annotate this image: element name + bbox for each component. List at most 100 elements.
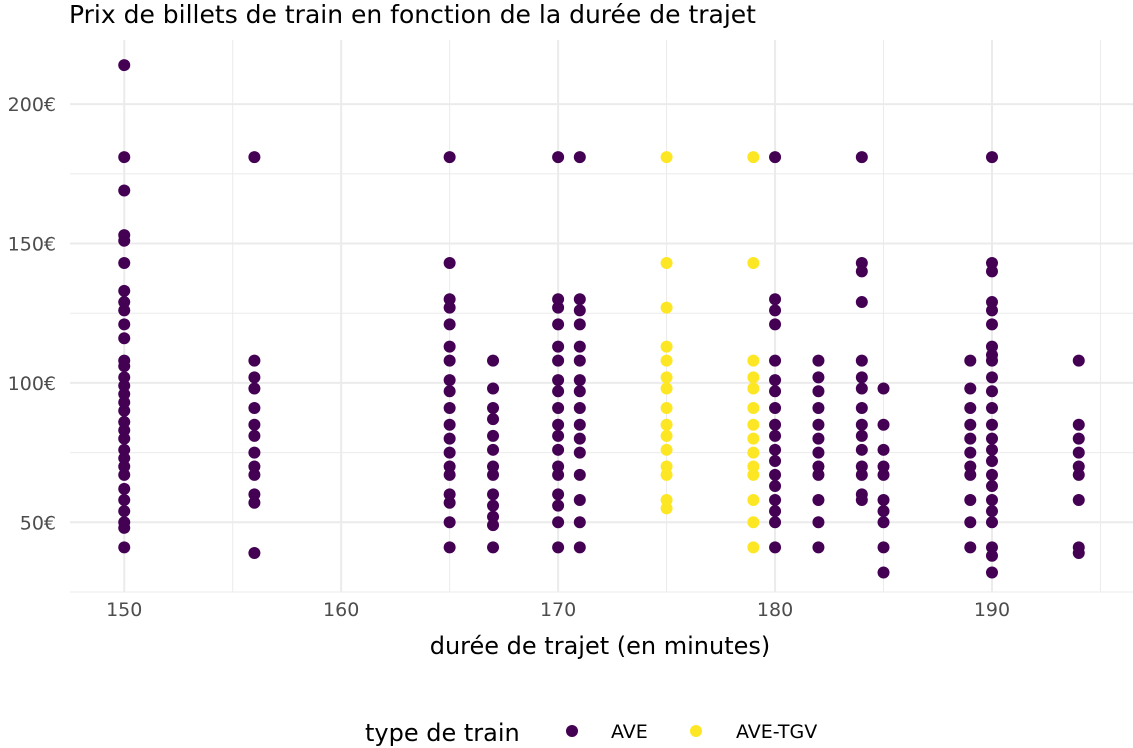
data-point-ave: [573, 494, 586, 506]
data-point-ave: [1072, 418, 1085, 431]
data-point-ave: [552, 460, 565, 473]
data-point-ave: [877, 566, 890, 579]
data-point-ave: [855, 151, 868, 164]
x-tick-label: 180: [757, 599, 793, 621]
data-point-ave: [769, 454, 782, 467]
data-point-ave: [552, 468, 565, 481]
x-tick-label: 160: [323, 599, 359, 621]
x-axis-label: durée de trajet (en minutes): [430, 632, 771, 660]
data-point-ave: [118, 432, 131, 445]
data-point-ave: [248, 496, 261, 509]
data-point-ave: [487, 468, 500, 481]
data-point-ave: [985, 257, 998, 270]
data-point-ave-tgv: [660, 494, 673, 506]
data-point-ave: [573, 432, 586, 445]
data-point-ave: [118, 388, 131, 401]
data-point-ave: [769, 385, 782, 398]
data-point-ave: [487, 382, 500, 395]
data-point-ave: [769, 418, 782, 431]
data-point-ave: [443, 151, 456, 164]
data-point-ave: [855, 418, 868, 431]
data-point-ave: [552, 516, 565, 529]
data-point-ave: [964, 432, 977, 445]
data-point-ave: [855, 460, 868, 473]
data-point-ave: [487, 510, 500, 523]
data-point-ave: [248, 460, 261, 473]
data-point-ave: [964, 516, 977, 529]
data-point-ave: [118, 424, 131, 437]
data-point-ave: [855, 296, 868, 309]
data-point-ave: [573, 354, 586, 367]
data-point-ave-tgv: [660, 402, 673, 414]
data-point-ave: [812, 432, 825, 445]
data-point-ave: [573, 293, 586, 306]
data-point-ave: [812, 541, 825, 554]
data-point-ave: [443, 460, 456, 473]
data-point-ave: [118, 468, 131, 481]
data-point-ave: [552, 402, 565, 414]
data-point-ave: [812, 385, 825, 398]
data-point-ave: [877, 541, 890, 554]
data-point-ave: [573, 304, 586, 317]
data-point-ave: [443, 432, 456, 445]
data-point-ave: [855, 371, 868, 384]
data-point-ave: [855, 429, 868, 442]
data-point-ave-tgv: [747, 460, 760, 473]
data-point-ave: [769, 374, 782, 387]
data-point-ave: [487, 460, 500, 473]
data-point-ave: [985, 402, 998, 414]
data-point-ave: [552, 293, 565, 306]
chart-title: Prix de billets de train en fonction de …: [69, 0, 756, 29]
data-point-ave: [487, 499, 500, 512]
data-point-ave: [985, 454, 998, 467]
data-point-ave: [985, 318, 998, 331]
data-point-ave: [443, 468, 456, 481]
data-point-ave-tgv: [660, 502, 673, 515]
data-point-ave: [812, 446, 825, 459]
data-point-ave: [443, 402, 456, 414]
data-point-ave-tgv: [660, 151, 673, 164]
data-point-ave: [552, 385, 565, 398]
data-point-ave: [769, 354, 782, 367]
data-point-ave: [118, 371, 131, 384]
x-tick-label: 190: [974, 599, 1010, 621]
data-point-ave: [769, 494, 782, 506]
data-point-ave: [443, 293, 456, 306]
data-point-ave: [248, 429, 261, 442]
data-point-ave: [118, 404, 131, 417]
data-point-ave-tgv: [660, 468, 673, 481]
data-point-ave: [118, 379, 131, 392]
y-tick-label: 200€: [8, 94, 56, 116]
data-point-ave: [443, 318, 456, 331]
data-point-ave: [248, 546, 261, 559]
data-point-ave: [877, 505, 890, 518]
data-point-ave: [985, 432, 998, 445]
data-point-ave: [248, 402, 261, 414]
data-point-ave: [443, 385, 456, 398]
data-point-ave-tgv: [660, 301, 673, 314]
data-point-ave: [248, 382, 261, 395]
data-point-ave: [812, 494, 825, 506]
x-tick-label: 150: [106, 599, 142, 621]
data-point-ave: [769, 516, 782, 529]
data-point-ave-tgv: [747, 494, 760, 506]
data-point-ave: [769, 505, 782, 518]
data-point-ave: [118, 443, 131, 456]
data-point-ave: [1072, 494, 1085, 506]
data-point-ave: [248, 371, 261, 384]
data-point-ave-tgv: [747, 382, 760, 395]
data-point-ave-tgv: [747, 402, 760, 414]
legend-title: type de train: [365, 719, 520, 747]
data-point-ave-tgv: [660, 382, 673, 395]
legend-label-ave-tgv: AVE-TGV: [736, 721, 817, 743]
y-tick-label: 50€: [20, 512, 56, 534]
data-point-ave: [248, 488, 261, 501]
data-point-ave-tgv: [747, 257, 760, 270]
data-point-ave: [877, 468, 890, 481]
data-point-ave: [855, 257, 868, 270]
data-point-ave: [118, 318, 131, 331]
data-point-ave: [118, 396, 131, 409]
data-point-ave-tgv: [747, 516, 760, 529]
data-point-ave: [985, 151, 998, 164]
data-point-ave: [769, 151, 782, 164]
